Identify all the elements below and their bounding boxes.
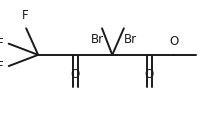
Text: O: O bbox=[71, 68, 80, 81]
Text: O: O bbox=[170, 35, 179, 48]
Text: F: F bbox=[22, 9, 28, 22]
Text: Br: Br bbox=[91, 33, 104, 46]
Text: F: F bbox=[0, 37, 3, 50]
Text: Br: Br bbox=[124, 33, 137, 46]
Text: O: O bbox=[145, 68, 154, 81]
Text: F: F bbox=[0, 60, 3, 73]
